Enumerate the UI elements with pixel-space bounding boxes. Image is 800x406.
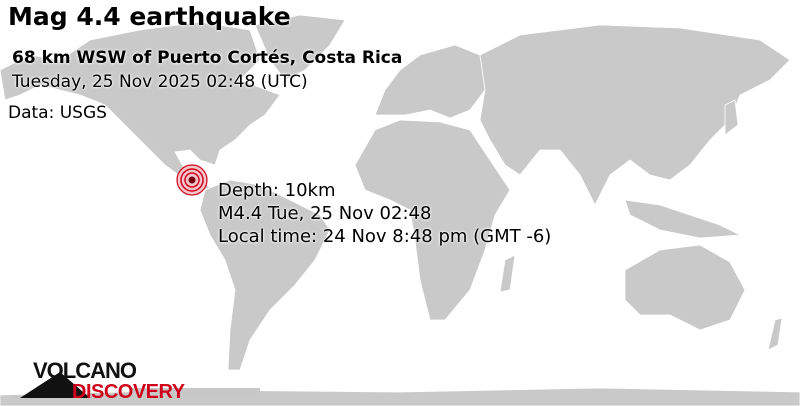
south-america [199,179,331,371]
japan [724,99,739,136]
page-title: Mag 4.4 earthquake [8,2,291,31]
madagascar [499,254,516,293]
volcanodiscovery-logo[interactable]: VOLCANO DISCOVERY [20,358,260,402]
indonesia [624,199,742,239]
landmasses [0,14,800,406]
magnitude-summary: M4.4 Tue, 25 Nov 02:48 [218,203,432,224]
data-source: Data: USGS [8,103,107,123]
new-zealand [767,317,783,351]
north-america [0,21,281,191]
local-time-label: Local time: 24 Nov 8:48 pm (GMT -6) [218,226,552,247]
svg-text:DISCOVERY: DISCOVERY [72,381,186,402]
datetime-text: Tuesday, 25 Nov 2025 02:48 (UTC) [12,72,308,92]
location-text: 68 km WSW of Puerto Cortés, Costa Rica [12,48,403,68]
asia [479,24,791,206]
greenland [254,14,346,81]
epicenter-rings-icon[interactable] [176,164,208,196]
svg-text:VOLCANO: VOLCANO [33,358,137,383]
australia [624,244,746,331]
africa [354,119,511,321]
depth-label: Depth: 10km [218,180,336,201]
